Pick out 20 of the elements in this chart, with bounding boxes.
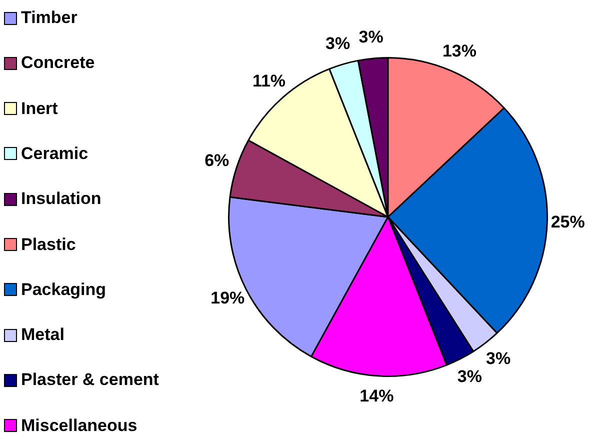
data-label: 3% [486,348,511,368]
data-label: 25% [550,212,585,232]
legend-label: Concrete [21,53,95,74]
data-label: 3% [457,367,482,386]
legend-label: Timber [21,8,78,28]
legend-label: Plaster & cement [21,370,159,390]
legend-label: Miscellaneous [21,416,138,436]
data-label: 11% [252,72,286,91]
legend-label: Plastic [21,234,76,254]
data-label: 14% [360,386,394,406]
legend-label: Packaging [21,280,106,300]
data-label: 13% [442,42,476,61]
data-label: 3% [358,28,384,47]
legend-label: Insulation [21,189,102,210]
legend-label: Metal [21,325,64,346]
data-label: 19% [210,288,245,308]
legend-label: Ceramic [21,144,88,164]
legend-label: Inert [21,98,58,119]
data-label: 3% [326,34,350,53]
data-label: 6% [204,151,230,170]
